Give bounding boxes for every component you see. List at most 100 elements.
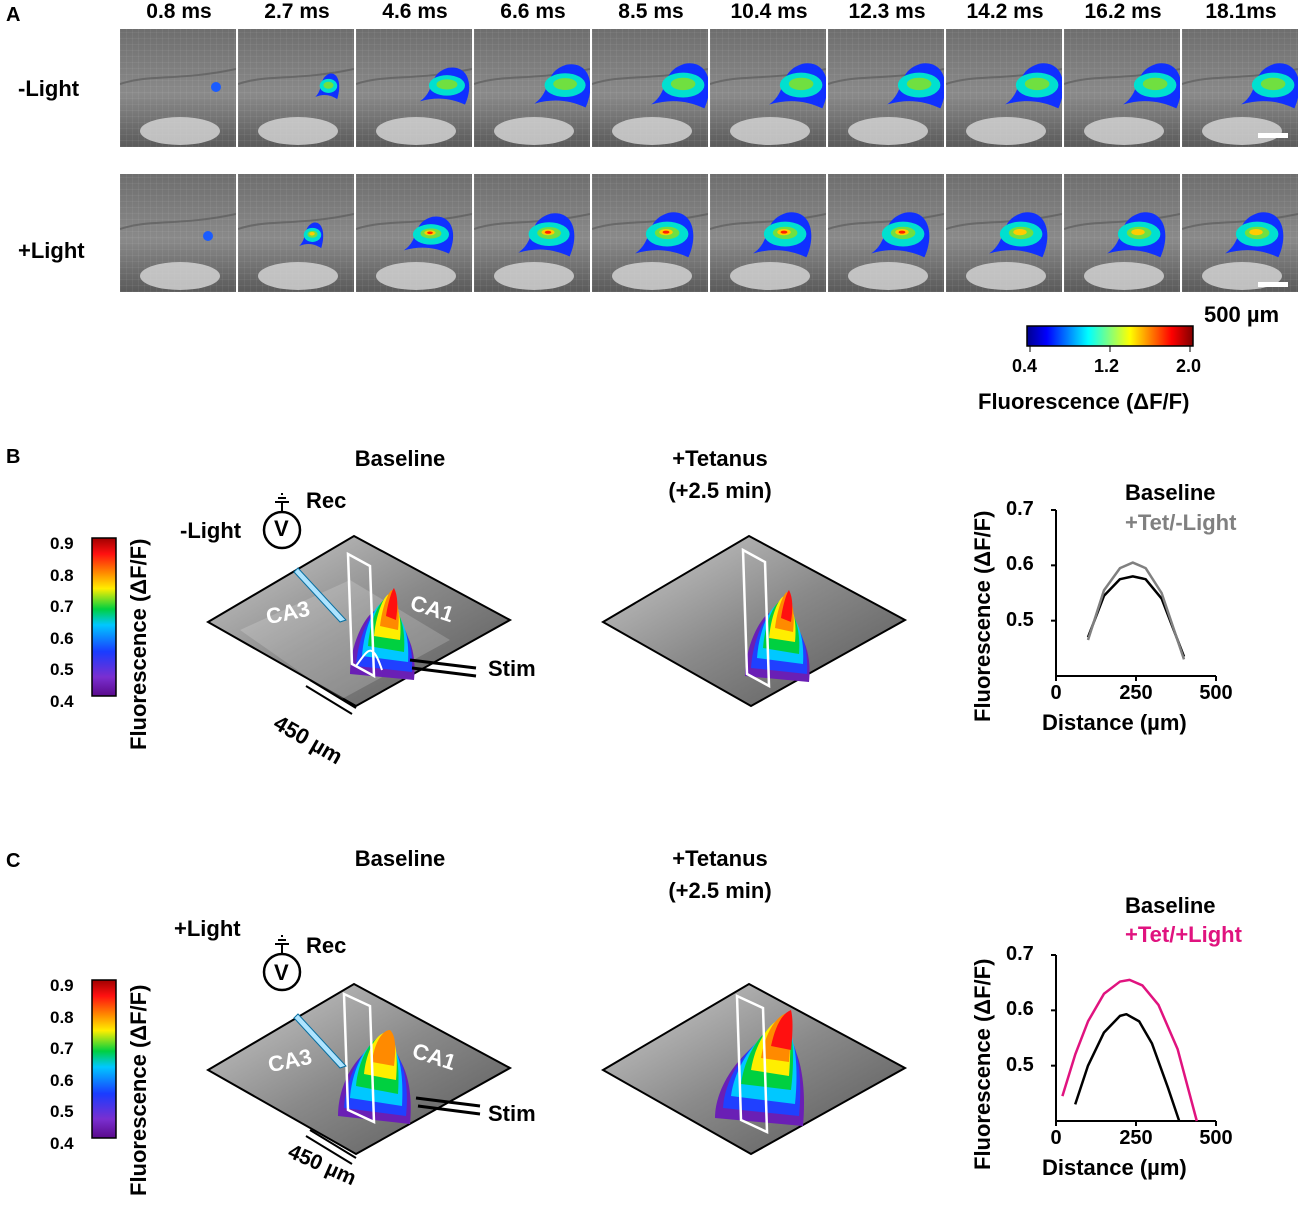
- slice-plane: [206, 534, 513, 708]
- x-tick-label: 0: [1050, 1127, 1062, 1149]
- panel-c-tetanus-sub: (+2.5 min): [668, 878, 772, 903]
- panel-c-colorbar: [91, 979, 117, 1139]
- panel-c-rec: Rec: [306, 933, 347, 958]
- panel-c-condition: +Light: [174, 916, 241, 941]
- frame: [710, 174, 826, 292]
- panel-c-colorbar-ticks: 0.9 0.8 0.7 0.6 0.5 0.4: [50, 970, 74, 1160]
- row-label-no-light: -Light: [18, 76, 80, 101]
- panel-b-legend-baseline: Baseline: [1125, 480, 1216, 505]
- x-tick-label: 500: [1199, 1127, 1233, 1149]
- x-tick-label: 0: [1050, 682, 1062, 704]
- frame: [828, 174, 944, 292]
- frame: [946, 174, 1062, 292]
- frame: [1182, 174, 1298, 292]
- tick: 0.5: [50, 1102, 74, 1122]
- time-label: 0.8 ms: [146, 0, 212, 23]
- time-label: 8.5 ms: [618, 0, 684, 23]
- frame: [1064, 29, 1180, 147]
- panel-a-colorbar: [1026, 325, 1194, 352]
- frame: [120, 29, 236, 147]
- tick: 0.7: [50, 1039, 74, 1059]
- tick: 0.4: [50, 691, 74, 711]
- panel-c-letter: C: [6, 850, 21, 872]
- rec-electrode: [293, 567, 347, 623]
- panel-b-colorbar: [91, 537, 117, 697]
- tick: 0.6: [50, 1070, 74, 1090]
- y-tick-label: 0.5: [1006, 1053, 1034, 1076]
- y-tick-label: 0.5: [1006, 608, 1034, 631]
- frame: [1064, 174, 1180, 292]
- time-label: 6.6 ms: [500, 0, 566, 23]
- row-label-light: +Light: [18, 238, 85, 263]
- y-tick-label: 0.6: [1006, 553, 1034, 576]
- panel-b-condition: -Light: [180, 518, 242, 543]
- panel-b-colorbar-label: Fluorescence (ΔF/F): [126, 538, 151, 750]
- time-label: 2.7 ms: [264, 0, 330, 23]
- tick: 0.6: [50, 628, 74, 648]
- colorbar-tick-low: 0.4: [1012, 356, 1038, 376]
- tick: 0.5: [50, 660, 74, 680]
- time-label: 16.2 ms: [1084, 0, 1162, 23]
- panel-c-xlabel: Distance (µm): [1042, 1155, 1187, 1180]
- tick: 0.8: [50, 1007, 74, 1027]
- x-tick-label: 250: [1119, 682, 1153, 704]
- frame: [710, 29, 826, 147]
- tick: 0.4: [50, 1133, 74, 1153]
- panel-b-rec: Rec: [306, 488, 347, 513]
- frame: [356, 29, 472, 147]
- panel-b-line-chart: [1051, 509, 1217, 681]
- time-label: 12.3 ms: [848, 0, 926, 23]
- colorbar-tick-high: 2.0: [1176, 356, 1202, 376]
- frame: [592, 29, 708, 147]
- panel-c-line-chart: [1051, 954, 1217, 1126]
- panel-b-volt: V: [274, 516, 289, 541]
- frame: [356, 174, 472, 292]
- panel-c-volt: V: [274, 960, 289, 985]
- scale-bar-label: 500 µm: [1204, 302, 1280, 327]
- panel-c-ylabel: Fluorescence (ΔF/F): [970, 958, 995, 1170]
- series-line: [1086, 575, 1186, 658]
- frame: [828, 29, 944, 147]
- time-label: 14.2 ms: [966, 0, 1044, 23]
- y-tick-label: 0.6: [1006, 998, 1034, 1021]
- colorbar-label: Fluorescence (ΔF/F): [978, 389, 1190, 414]
- frame: [474, 29, 590, 147]
- panel-b-letter: B: [6, 446, 21, 468]
- panel-c-baseline-surface: [206, 935, 513, 1165]
- panel-b-baseline-surface: [206, 493, 513, 715]
- x-tick-label: 500: [1199, 682, 1233, 704]
- y-tick-label: 0.7: [1006, 943, 1034, 965]
- series-line: [1074, 1012, 1181, 1122]
- panel-c-legend-baseline: Baseline: [1125, 893, 1216, 918]
- frame: [238, 29, 354, 147]
- frame: [946, 29, 1062, 147]
- stim-electrode: [409, 658, 477, 670]
- frame: [592, 174, 708, 292]
- panel-b-tetanus-title: +Tetanus: [672, 446, 768, 471]
- frame: [1182, 29, 1298, 147]
- panel-b-xlabel: Distance (µm): [1042, 710, 1187, 735]
- scale-line: [305, 685, 353, 715]
- series-line: [1086, 561, 1186, 660]
- time-label: 18.1ms: [1205, 0, 1277, 23]
- tick: 0.9: [50, 976, 74, 995]
- panel-b-legend-tet: +Tet/-Light: [1125, 510, 1237, 535]
- tick: 0.7: [50, 597, 74, 617]
- tick: 0.8: [50, 565, 74, 585]
- response-peak: [350, 588, 415, 680]
- panel-b-tetanus-sub: (+2.5 min): [668, 478, 772, 503]
- panel-c-tetanus-title: +Tetanus: [672, 846, 768, 871]
- panel-b-stim: Stim: [488, 656, 536, 681]
- panel-c-tetanus-surface: [601, 982, 908, 1156]
- time-label: 4.6 ms: [382, 0, 448, 23]
- panel-c-baseline-title: Baseline: [354, 846, 446, 871]
- panel-b-ylabel: Fluorescence (ΔF/F): [970, 510, 995, 722]
- x-tick-label: 250: [1119, 1127, 1153, 1149]
- time-label: 10.4 ms: [730, 0, 808, 23]
- frame: [238, 174, 354, 292]
- series-line: [1061, 978, 1199, 1122]
- tick: 0.9: [50, 534, 74, 553]
- y-tick-label: 0.7: [1006, 498, 1034, 520]
- frame: [120, 174, 236, 292]
- panel-c-colorbar-label: Fluorescence (ΔF/F): [126, 984, 151, 1196]
